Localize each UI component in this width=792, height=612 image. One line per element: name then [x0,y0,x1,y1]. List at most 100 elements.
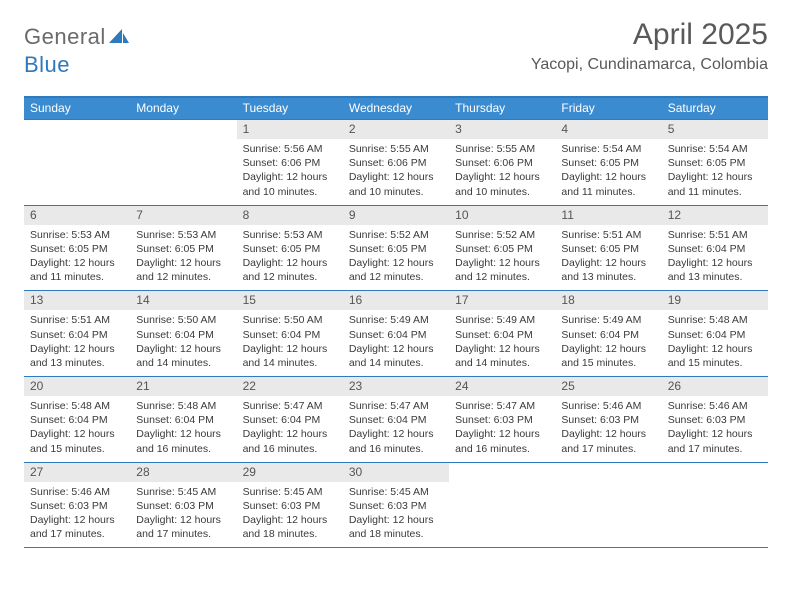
day-number: 5 [662,120,768,139]
day-body: Sunrise: 5:53 AMSunset: 6:05 PMDaylight:… [130,225,236,291]
day-number [24,120,130,139]
day-body: Sunrise: 5:48 AMSunset: 6:04 PMDaylight:… [130,396,236,462]
day-body: Sunrise: 5:50 AM Sunset: 6:04 PM Daylight:… [130,310,236,376]
daylight-line: Daylight: 12 hours and 17 minutes. [561,428,646,454]
day-cell: 13Sunrise: 5:51 AMSunset: 6:04 PMDayligh… [24,291,130,376]
day-body: Sunrise: 5:51 AMSunset: 6:05 PMDaylight:… [555,225,661,291]
sunset-line: Sunset: 6:05 PM [455,243,533,255]
day-cell: 10Sunrise: 5:52 AMSunset: 6:05 PMDayligh… [449,206,555,291]
daylight-line: Daylight: 12 hours and 10 minutes. [455,171,540,197]
daylight-line: Daylight: 12 hours and 11 minutes. [561,171,646,197]
bottom-rule [24,547,768,548]
sunset-line: Sunset: 6:03 PM [243,500,321,512]
sunset-line: Sunset: 6:04 PM [136,329,214,341]
day-body: Sunrise: 5:46 AMSunset: 6:03 PMDaylight:… [555,396,661,462]
sunrise-line: Sunrise: 5:53 AM [243,229,323,241]
day-number: 19 [662,291,768,310]
day-body: Sunrise: 5:46 AMSunset: 6:03 PMDaylight:… [24,482,130,548]
day-number: 21 [130,377,236,396]
sunset-line: Sunset: 6:06 PM [349,157,427,169]
day-header: Saturday [662,98,768,119]
day-cell: 9Sunrise: 5:52 AMSunset: 6:05 PMDaylight… [343,206,449,291]
sunset-line: Sunset: 6:03 PM [349,500,427,512]
day-cell: 25Sunrise: 5:46 AMSunset: 6:03 PMDayligh… [555,377,661,462]
sunset-line: Sunset: 6:04 PM [561,329,639,341]
day-number: 7 [130,206,236,225]
daylight-line: Daylight: 12 hours and 11 minutes. [30,257,115,283]
sunrise-line: Sunrise: 5:50 AM [136,314,216,326]
day-cell [130,120,236,205]
day-cell: 29Sunrise: 5:45 AMSunset: 6:03 PMDayligh… [237,463,343,548]
day-cell: 7Sunrise: 5:53 AMSunset: 6:05 PMDaylight… [130,206,236,291]
day-body: Sunrise: 5:49 AMSunset: 6:04 PMDaylight:… [343,310,449,376]
sunrise-line: Sunrise: 5:53 AM [136,229,216,241]
sunrise-line: Sunrise: 5:54 AM [561,143,641,155]
sunrise-line: Sunrise: 5:48 AM [668,314,748,326]
logo: GeneralBlue [24,18,131,78]
sunset-line: Sunset: 6:03 PM [30,500,108,512]
daylight-line: Daylight: 12 hours and 17 minutes. [668,428,753,454]
sunrise-line: Sunrise: 5:45 AM [136,486,216,498]
daylight-line: Daylight: 12 hours and 14 minutes. [136,343,221,369]
sunset-line: Sunset: 6:04 PM [349,414,427,426]
day-cell: 22Sunrise: 5:47 AMSunset: 6:04 PMDayligh… [237,377,343,462]
day-number: 27 [24,463,130,482]
day-body: Sunrise: 5:55 AMSunset: 6:06 PMDaylight:… [449,139,555,205]
day-number: 1 [237,120,343,139]
daylight-line: Daylight: 12 hours and 15 minutes. [30,428,115,454]
sunrise-line: Sunrise: 5:52 AM [455,229,535,241]
sunset-line: Sunset: 6:04 PM [243,414,321,426]
day-number: 10 [449,206,555,225]
sunrise-line: Sunrise: 5:47 AM [349,400,429,412]
sunrise-line: Sunrise: 5:48 AM [136,400,216,412]
daylight-line: Daylight: 12 hours and 13 minutes. [561,257,646,283]
sunrise-line: Sunrise: 5:52 AM [349,229,429,241]
day-cell [555,463,661,548]
daylight-line: Daylight: 12 hours and 10 minutes. [243,171,328,197]
day-header: Sunday [24,98,130,119]
day-cell: 18Sunrise: 5:49 AMSunset: 6:04 PMDayligh… [555,291,661,376]
sunset-line: Sunset: 6:05 PM [561,157,639,169]
day-body: Sunrise: 5:50 AMSunset: 6:04 PMDaylight:… [237,310,343,376]
daylight-line: Daylight: 12 hours and 12 minutes. [349,257,434,283]
day-header: Monday [130,98,236,119]
daylight-line: Daylight: 12 hours and 16 minutes. [243,428,328,454]
daylight-line: Daylight: 12 hours and 16 minutes. [136,428,221,454]
day-cell: 27Sunrise: 5:46 AMSunset: 6:03 PMDayligh… [24,463,130,548]
week-row: 27Sunrise: 5:46 AMSunset: 6:03 PMDayligh… [24,462,768,548]
day-number: 28 [130,463,236,482]
day-cell: 28Sunrise: 5:45 AMSunset: 6:03 PMDayligh… [130,463,236,548]
day-body: Sunrise: 5:47 AMSunset: 6:03 PMDaylight:… [449,396,555,462]
sunset-line: Sunset: 6:04 PM [30,414,108,426]
day-number: 26 [662,377,768,396]
day-cell: 15Sunrise: 5:50 AMSunset: 6:04 PMDayligh… [237,291,343,376]
day-cell: 19Sunrise: 5:48 AMSunset: 6:04 PMDayligh… [662,291,768,376]
sunset-line: Sunset: 6:03 PM [561,414,639,426]
calendar: Sunday Monday Tuesday Wednesday Thursday… [24,96,768,548]
day-body: Sunrise: 5:48 AMSunset: 6:04 PMDaylight:… [24,396,130,462]
sunrise-line: Sunrise: 5:54 AM [668,143,748,155]
daylight-line: Daylight: 12 hours and 13 minutes. [668,257,753,283]
day-body: Sunrise: 5:56 AMSunset: 6:06 PMDaylight:… [237,139,343,205]
day-cell: 6 Sunrise: 5:53 AM Sunset: 6:05 PM Daylight… [24,206,130,291]
sunrise-line: Sunrise: 5:53 AM [30,229,110,241]
sunset-line: Sunset: 6:05 PM [561,243,639,255]
header: GeneralBlue April 2025 Yacopi, Cundinama… [24,18,768,78]
day-number: 20 [24,377,130,396]
day-body: Sunrise: 5:49 AMSunset: 6:04 PMDaylight:… [555,310,661,376]
week-row: 6 Sunrise: 5:53 AM Sunset: 6:05 PM Daylight… [24,205,768,291]
day-header: Wednesday [343,98,449,119]
day-body: Sunrise: 5:53 AM Sunset: 6:05 PM Daylight:… [24,225,130,291]
sunrise-line: Sunrise: 5:51 AM [668,229,748,241]
day-number: 6 [24,206,130,225]
sunset-line: Sunset: 6:03 PM [136,500,214,512]
daylight-line: Daylight: 12 hours and 16 minutes. [349,428,434,454]
day-header-row: Sunday Monday Tuesday Wednesday Thursday… [24,98,768,119]
day-body: Sunrise: 5:47 AM Sunset: 6:04 PM Daylight:… [343,396,449,462]
sunrise-line: Sunrise: 5:47 AM [455,400,535,412]
day-cell: 17Sunrise: 5:49 AMSunset: 6:04 PMDayligh… [449,291,555,376]
day-body: Sunrise: 5:52 AMSunset: 6:05 PMDaylight:… [449,225,555,291]
day-body: Sunrise: 5:55 AMSunset: 6:06 PMDaylight:… [343,139,449,205]
day-cell: 2Sunrise: 5:55 AMSunset: 6:06 PMDaylight… [343,120,449,205]
sunset-line: Sunset: 6:05 PM [30,243,108,255]
